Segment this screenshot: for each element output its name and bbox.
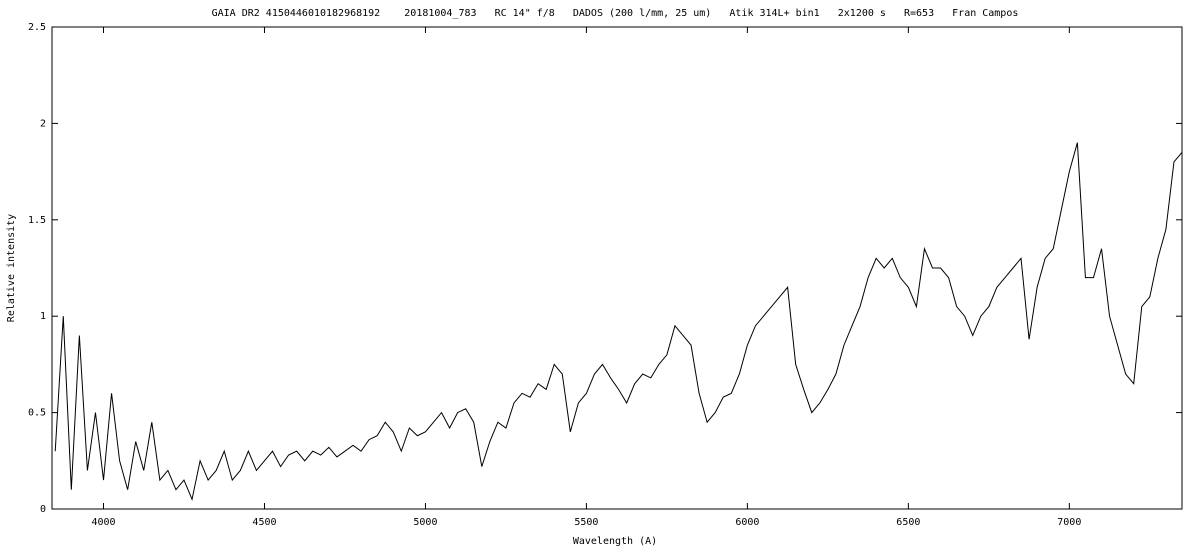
- x-tick-label: 4500: [252, 517, 276, 528]
- x-tick-label: 5000: [413, 517, 437, 528]
- x-tick-label: 6500: [896, 517, 920, 528]
- x-tick-label: 7000: [1057, 517, 1081, 528]
- y-tick-label: 2: [40, 118, 46, 129]
- y-tick-label: 1.5: [28, 215, 46, 226]
- plot-frame: [51, 26, 1183, 510]
- y-tick-label: 0: [40, 504, 46, 515]
- x-tick-label: 4000: [91, 517, 115, 528]
- x-axis-label: Wavelength (A): [573, 536, 657, 547]
- y-axis-label: Relative intensity: [6, 214, 17, 322]
- spectrum-line: [54, 142, 1183, 502]
- x-tick-label: 6000: [735, 517, 759, 528]
- y-tick-label: 1: [40, 311, 46, 322]
- y-tick-label: 2.5: [28, 22, 46, 33]
- x-tick-label: 5500: [574, 517, 598, 528]
- chart-title: GAIA DR2 4150446010182968192 20181004_78…: [212, 8, 1019, 19]
- y-tick-label: 0.5: [28, 408, 46, 419]
